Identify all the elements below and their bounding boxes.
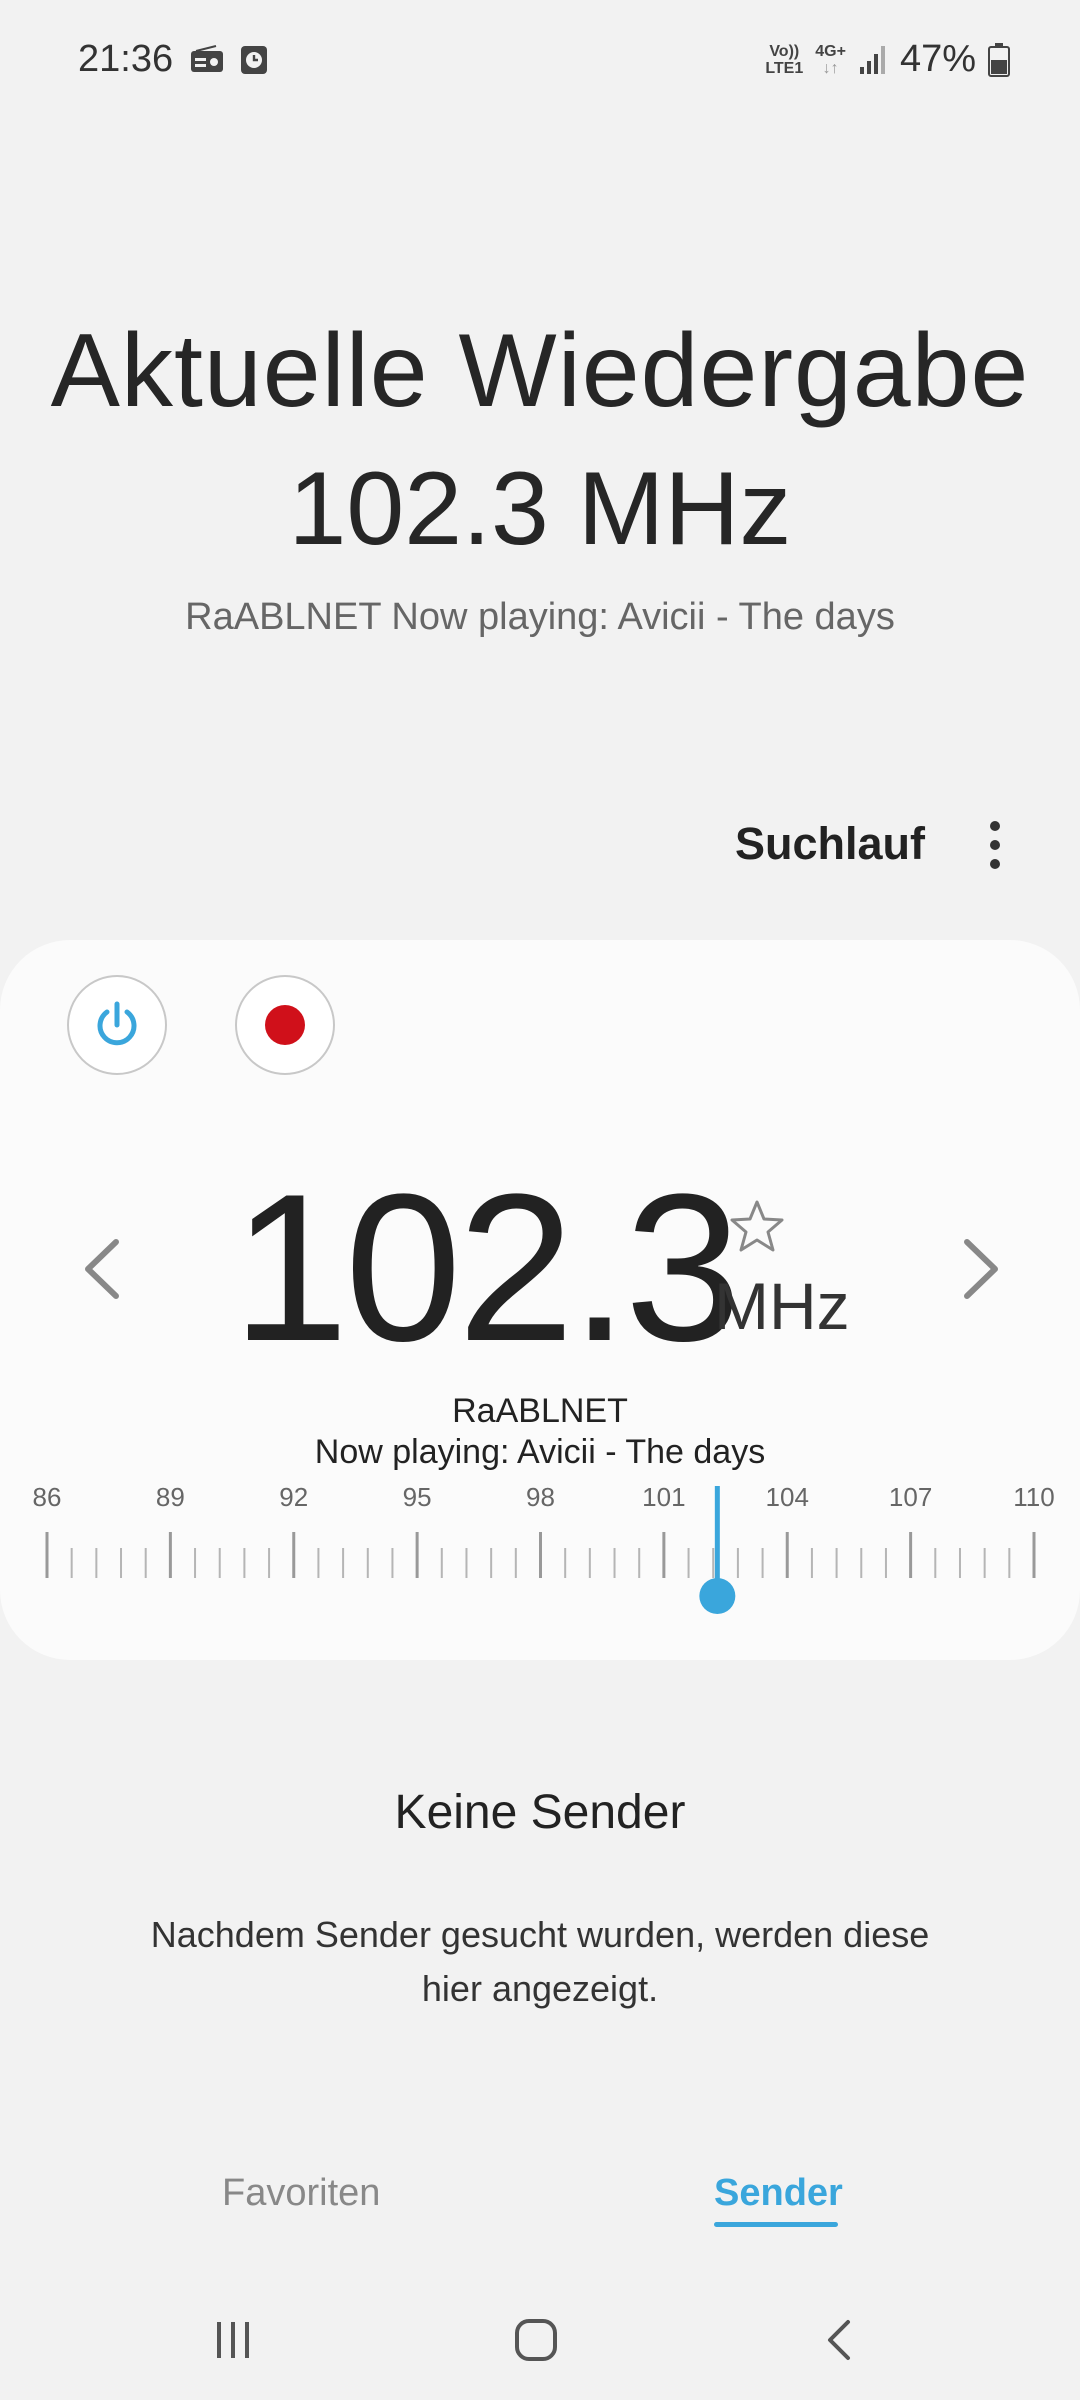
rds-station-name: RaABLNET [452,1392,628,1430]
scan-button[interactable]: Suchlauf [734,818,925,869]
recent-apps-icon[interactable] [193,2310,273,2370]
more-vert-icon[interactable] [980,818,1010,872]
dial-label: 107 [889,1482,932,1512]
tab-stations[interactable]: Sender [714,2172,843,2214]
dial-handle[interactable] [699,1578,736,1614]
dial-label: 92 [279,1482,308,1512]
dial-label: 98 [526,1482,555,1512]
record-button[interactable] [235,975,335,1075]
lte-label: LTE1 [765,59,804,77]
volte-label: Vo)) [769,42,800,60]
power-icon [97,1001,137,1046]
dial-label: 110 [1013,1482,1054,1512]
signal-icon [859,45,885,74]
battery-icon [988,42,1010,77]
dial-label: 101 [642,1482,685,1512]
chevron-left-icon[interactable] [78,1234,128,1304]
empty-title: Keine Sender [394,1786,686,1839]
dial-label: 86 [33,1482,62,1512]
active-tab-indicator [714,2222,838,2227]
data-arrows-icon: ↓↑ [822,59,839,77]
home-icon[interactable] [496,2310,576,2370]
dial-label: 104 [766,1482,809,1512]
rds-text: Now playing: Avicii - The days [314,1433,766,1471]
empty-description: Nachdem Sender gesucht wurden, werden di… [150,1914,930,2009]
header-frequency: 102.3 MHz [288,451,792,567]
status-bar: 21:36 Vo)) LTE1 4G+ ↓↑ [0,0,1080,120]
back-icon[interactable] [800,2310,880,2370]
frequency-unit: MHz [714,1269,850,1343]
star-icon[interactable] [728,1198,786,1256]
dial-label: 89 [156,1482,185,1512]
current-frequency: 102.3 [232,1150,742,1385]
chevron-right-icon[interactable] [955,1234,1005,1304]
tab-favorites[interactable]: Favoriten [222,2172,381,2214]
header-station-info: RaABLNET Now playing: Avicii - The days [185,596,895,638]
status-right-group: Vo)) LTE1 4G+ ↓↑ 47% [765,38,1010,81]
frequency-dial[interactable]: 86 89 92 95 98 101 104 107 110 [0,1474,1080,1624]
network-label: 4G+ [815,42,846,60]
radio-icon [191,45,223,72]
battery-percentage: 47% [899,38,976,80]
page-title: Aktuelle Wiedergabe [50,313,1030,429]
record-icon [265,1005,305,1045]
dial-label: 95 [403,1482,432,1512]
power-button[interactable] [67,975,167,1075]
network-indicator: 4G+ ↓↑ [815,43,846,77]
clock-icon [241,46,267,74]
volte-indicator: Vo)) LTE1 [765,43,803,77]
status-time: 21:36 [78,38,174,80]
